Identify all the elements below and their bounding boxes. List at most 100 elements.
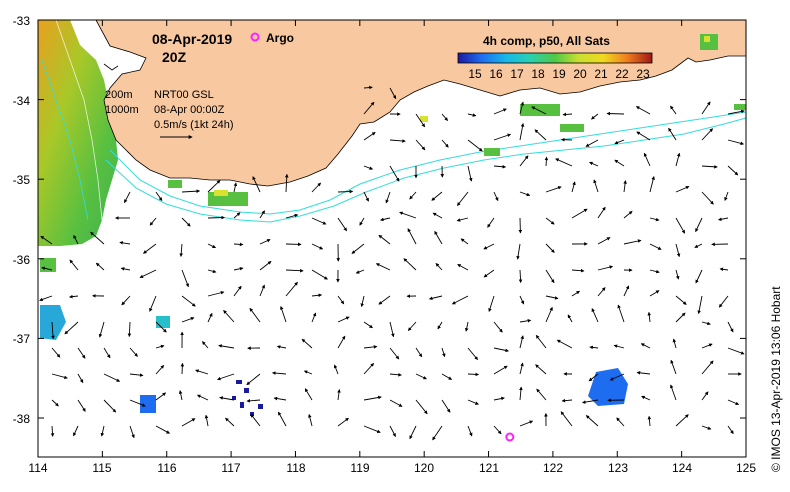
current-vector (640, 343, 651, 349)
current-vector (616, 417, 625, 427)
current-vector (407, 228, 417, 245)
current-vector (727, 425, 734, 435)
current-vector (50, 425, 55, 437)
current-vector (127, 321, 132, 338)
current-vector (535, 334, 547, 349)
current-vector (360, 295, 365, 308)
current-vector (697, 295, 703, 315)
current-vector (95, 262, 105, 271)
x-tick-label: 124 (672, 461, 692, 475)
current-vector (562, 112, 573, 117)
x-tick-label: 114 (28, 461, 47, 475)
current-vector (670, 384, 677, 401)
current-vector (623, 285, 630, 297)
current-vector (701, 360, 714, 375)
current-vector (363, 321, 373, 329)
current-vector (597, 206, 606, 219)
y-tick-label: -33 (13, 14, 31, 28)
current-vector (519, 123, 525, 141)
current-vector (441, 347, 446, 358)
current-vector (519, 191, 531, 197)
current-vector (375, 263, 391, 271)
current-vector (636, 131, 651, 141)
current-vector (675, 312, 686, 323)
current-vector (493, 365, 508, 375)
current-vector (207, 290, 225, 297)
y-tick-label: -35 (13, 173, 31, 187)
current-vector (457, 191, 469, 206)
current-vector (719, 267, 729, 272)
current-vector (250, 413, 261, 427)
current-vector (460, 238, 469, 245)
current-vector (432, 212, 443, 219)
current-vector (389, 425, 396, 438)
current-vector (155, 344, 165, 349)
current-vector (77, 347, 86, 359)
current-vector (545, 269, 555, 284)
x-tick-label: 123 (608, 461, 628, 475)
current-vector (51, 399, 59, 407)
axis-ticks (37, 19, 747, 457)
current-vector (103, 399, 117, 413)
current-vector (545, 186, 562, 193)
current-vector (701, 321, 711, 326)
current-vector (675, 243, 681, 258)
sst-patch-small (156, 316, 170, 328)
current-vector (606, 111, 625, 116)
current-vector (181, 418, 196, 427)
current-vector (670, 359, 677, 375)
current-vector (363, 191, 369, 202)
current-vector (519, 101, 525, 115)
current-vector (493, 133, 512, 141)
current-vector (155, 364, 165, 375)
colorbar-tick: 20 (573, 67, 587, 81)
current-vector (308, 413, 313, 427)
sst-patch-sw (40, 305, 66, 340)
current-vector (195, 369, 209, 375)
colorbar-tick: 18 (531, 67, 545, 81)
current-vector (273, 396, 287, 401)
x-tick-label: 115 (92, 461, 111, 475)
current-vector (467, 399, 479, 405)
current-vector (351, 243, 365, 254)
current-vector (441, 139, 449, 148)
current-vector (143, 243, 157, 254)
colorbar (457, 52, 653, 64)
current-vector (217, 373, 235, 381)
current-vector (337, 295, 345, 305)
current-vector (701, 343, 713, 349)
current-vector (155, 191, 163, 201)
current-vector (668, 127, 677, 141)
current-vector (121, 295, 131, 306)
current-vector (441, 113, 448, 121)
current-vector (233, 266, 244, 271)
current-vector (218, 344, 235, 349)
current-vector (181, 189, 201, 193)
current-vector (77, 399, 86, 412)
x-tick-label: 122 (543, 461, 563, 475)
current-vector (155, 425, 171, 434)
legend-vector-scale: 0.5m/s (1kt 24h) (154, 119, 233, 131)
current-vector (204, 414, 209, 427)
current-vector (129, 373, 144, 377)
current-vector (641, 395, 651, 401)
y-tick-label: -36 (13, 253, 31, 267)
current-vector (276, 345, 287, 349)
current-vector (614, 159, 625, 167)
current-vector (389, 399, 403, 407)
current-vector (464, 321, 469, 332)
current-vector (431, 191, 443, 201)
current-vector (457, 264, 469, 271)
argo-legend-icon (250, 32, 260, 42)
argo-legend-label: Argo (266, 31, 294, 45)
current-vector (389, 139, 406, 143)
current-vector (437, 321, 443, 330)
current-vector (100, 425, 105, 437)
isobath-west-2 (41, 59, 89, 221)
current-vector (493, 425, 502, 435)
coast-detail (103, 63, 119, 71)
current-vector (545, 243, 555, 253)
current-vector (120, 267, 131, 271)
current-vector (649, 269, 660, 274)
